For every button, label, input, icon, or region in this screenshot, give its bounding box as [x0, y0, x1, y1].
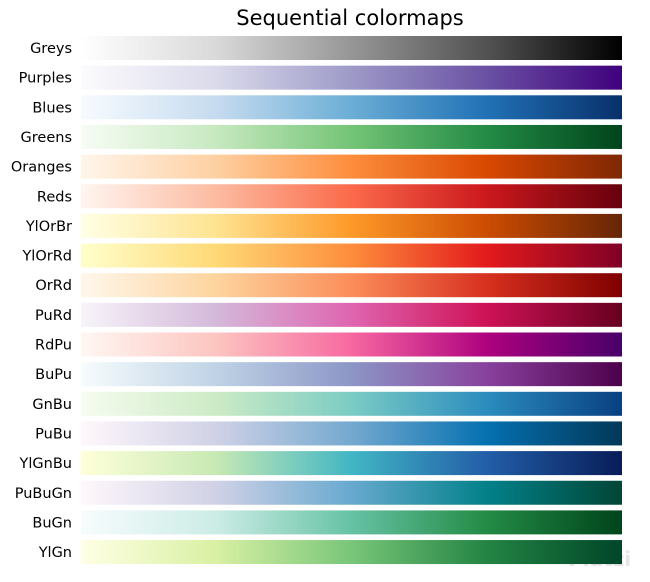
colormap-bar	[81, 243, 622, 268]
colormap-label: GnBu	[32, 397, 72, 413]
colormap-label: BuGn	[32, 515, 72, 531]
colormap-label: Purples	[19, 71, 72, 87]
colormap-bar	[81, 184, 622, 209]
colormap-label: YlOrRd	[21, 249, 72, 265]
colormap-bar	[81, 65, 622, 90]
colormap-label: PuBuGn	[15, 486, 72, 502]
colormap-bar	[81, 213, 622, 238]
colormap-bar	[81, 391, 622, 416]
colormap-bar	[81, 302, 622, 327]
colormap-label: Greens	[21, 130, 72, 146]
chart-title: Sequential colormaps	[236, 6, 464, 30]
colormap-label: YlGnBu	[19, 456, 72, 472]
colormap-bar	[81, 154, 622, 179]
colormap-label: BuPu	[35, 367, 72, 383]
colormap-bar	[81, 480, 622, 505]
colormap-bar	[81, 124, 622, 149]
colormap-label: RdPu	[35, 338, 72, 354]
colormap-label: OrRd	[35, 278, 72, 294]
colormap-bar	[81, 95, 622, 120]
colormap-label: Greys	[30, 41, 72, 57]
colormap-bar	[81, 451, 622, 476]
colormap-bar	[81, 332, 622, 357]
colormap-label: PuRd	[35, 308, 72, 324]
colormap-label: Reds	[37, 189, 72, 205]
colormap-bar	[81, 421, 622, 446]
colormap-label: PuBu	[35, 426, 72, 442]
colormap-bar	[81, 540, 622, 565]
colormap-bar	[81, 362, 622, 387]
colormap-bar	[81, 36, 622, 60]
colormap-bar	[81, 510, 622, 535]
colormap-label: YlGn	[38, 545, 72, 561]
colormap-label: Blues	[32, 100, 72, 116]
colormap-label: Oranges	[11, 160, 72, 176]
colormap-label: YlOrBr	[25, 219, 72, 235]
colormap-bar	[81, 273, 622, 298]
